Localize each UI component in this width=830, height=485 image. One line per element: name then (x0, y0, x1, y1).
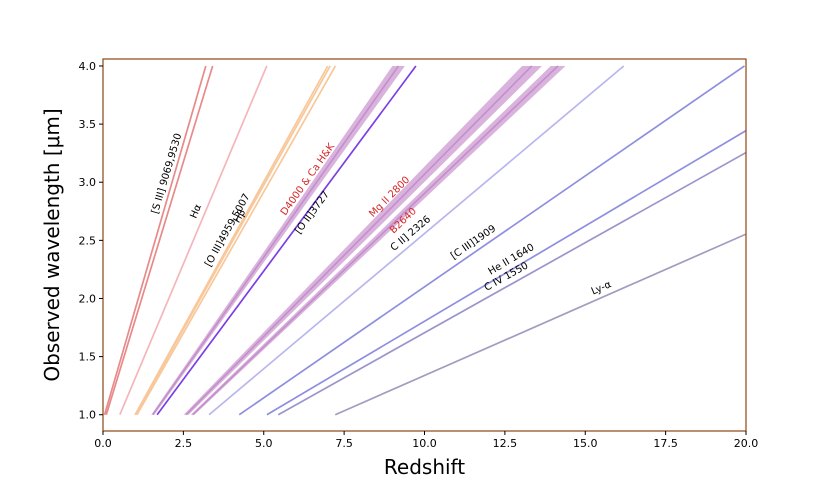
line-o-iii-4959-5007-2 (134, 65, 329, 416)
y-tick-label-2: 2.0 (79, 292, 97, 305)
x-tick-label-1: 2.5 (175, 437, 193, 450)
y-tick-label-4: 3.0 (79, 176, 97, 189)
band-center-d4000-ca-h-k (152, 65, 400, 416)
line-c-iii-1909 (238, 65, 745, 416)
label-c-iii-1909: [C III]1909 (449, 223, 498, 262)
x-tick-label-7: 17.5 (653, 437, 678, 450)
line-o-ii-3727 (156, 65, 417, 416)
label-h: Hα (188, 202, 204, 220)
y-tick-label-0: 1.0 (79, 409, 97, 422)
line-h (136, 65, 337, 416)
x-axis-title: Redshift (384, 455, 465, 479)
x-tick-label-2: 5.0 (255, 437, 273, 450)
band-center-b2640 (192, 65, 559, 416)
line-c-ii-2326 (208, 65, 625, 416)
y-axis-title: Observed wavelength [μm] (40, 108, 64, 381)
line-s-iii-9069-9530-2 (103, 65, 207, 415)
x-tick-label-4: 10.0 (412, 437, 437, 450)
y-axis: 1.0 1.5 2.0 2.5 3.0 3.5 4.0 (79, 60, 103, 422)
x-axis: 0.0 2.5 5.0 7.5 10.0 12.5 15.0 17.5 20.0 (94, 431, 758, 450)
label-o-iii-4959-5007: [O III]4959,5007 (203, 192, 252, 269)
y-tick-label-3: 2.5 (79, 234, 97, 247)
x-tick-label-5: 12.5 (493, 437, 518, 450)
x-tick-label-0: 0.0 (94, 437, 112, 450)
line-h (119, 65, 268, 416)
y-tick-label-5: 3.5 (79, 118, 97, 131)
x-tick-label-3: 7.5 (335, 437, 353, 450)
x-tick-label-6: 15.0 (573, 437, 598, 450)
line-c-iv-1550 (277, 151, 746, 416)
line-he-ii-1640 (266, 129, 746, 416)
x-tick-label-8: 20.0 (734, 437, 759, 450)
band-center-mg-ii-2800 (185, 65, 533, 416)
line-ly (334, 233, 746, 416)
y-tick-label-6: 4.0 (79, 60, 97, 73)
label-d4000-ca-h-k: D4000 & Ca H&K (279, 141, 337, 218)
line-s-iii-9069-9530-1 (105, 65, 214, 415)
y-tick-label-1: 1.5 (79, 351, 97, 364)
